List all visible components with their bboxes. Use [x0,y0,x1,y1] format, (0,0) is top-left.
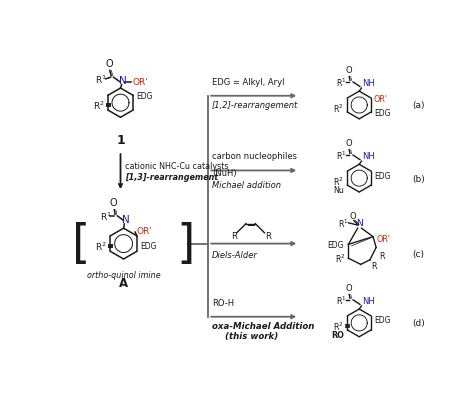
Text: R: R [379,251,385,260]
Text: R: R [231,232,237,241]
Text: (d): (d) [412,319,425,328]
Text: EDG = Alkyl, Aryl: EDG = Alkyl, Aryl [212,77,284,87]
Text: ortho-quinol imine: ortho-quinol imine [87,270,160,279]
Text: OR': OR' [374,95,388,104]
Text: EDG: EDG [140,241,157,250]
Text: RO-H: RO-H [212,298,234,307]
Text: R$^1$: R$^1$ [100,210,112,223]
Text: R$^2$: R$^2$ [333,103,344,115]
Text: R$^2$: R$^2$ [92,99,104,112]
Text: R$^1$: R$^1$ [95,73,107,86]
Text: R$^2$: R$^2$ [95,240,107,253]
Text: R: R [372,262,377,271]
Text: A: A [119,277,128,290]
Text: R$^1$: R$^1$ [338,217,349,229]
Text: EDG: EDG [374,316,390,324]
Text: (NuH): (NuH) [212,169,237,178]
Text: EDG: EDG [374,171,390,180]
Text: N: N [122,215,130,225]
Text: R$^1$: R$^1$ [336,150,347,162]
Text: R: R [264,232,271,241]
Text: O: O [345,139,352,148]
Text: N: N [119,76,127,86]
Text: R$^2$: R$^2$ [333,176,344,188]
Text: ]: ] [176,221,194,266]
Text: [: [ [72,221,91,266]
Text: EDG: EDG [374,109,390,118]
Text: NH: NH [362,152,375,161]
Text: cationic NHC-Cu catalysts: cationic NHC-Cu catalysts [125,162,228,171]
Text: RO: RO [331,330,344,339]
Text: OR': OR' [137,227,153,235]
Text: (c): (c) [412,249,424,259]
Text: (this work): (this work) [225,331,278,340]
Text: [1,3]-rearrangement: [1,3]-rearrangement [125,173,219,182]
Text: (a): (a) [412,101,425,110]
Text: Diels-Alder: Diels-Alder [212,250,258,259]
Text: R$^1$: R$^1$ [336,294,347,306]
Text: N: N [356,218,363,227]
Text: O: O [110,198,118,208]
Text: O: O [105,59,113,69]
Text: carbon nucleophiles: carbon nucleophiles [212,152,297,161]
Text: OR': OR' [132,78,148,87]
Text: EDG: EDG [327,240,344,249]
Text: R$^2$: R$^2$ [333,320,344,332]
Text: O: O [350,211,356,220]
Text: oxa-Michael Addition: oxa-Michael Addition [212,321,315,330]
Text: O: O [345,66,352,75]
Text: Michael addition: Michael addition [212,180,281,189]
Text: R$^1$: R$^1$ [336,77,347,89]
Text: EDG: EDG [137,92,153,101]
Text: [1,2]-rearrangement: [1,2]-rearrangement [212,100,298,109]
Text: Nu: Nu [333,186,344,195]
Text: OR': OR' [376,234,390,243]
Text: R$^2$: R$^2$ [335,251,346,264]
Text: NH: NH [362,79,375,88]
Text: (b): (b) [412,174,425,183]
Text: NH: NH [362,296,375,306]
Text: 1: 1 [116,134,125,147]
Text: O: O [345,284,352,292]
